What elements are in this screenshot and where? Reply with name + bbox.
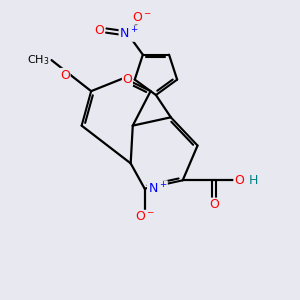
Text: O: O	[60, 68, 70, 82]
Text: H: H	[249, 174, 258, 187]
Text: N$^+$: N$^+$	[119, 26, 139, 41]
Text: O: O	[234, 174, 244, 187]
Text: O$^-$: O$^-$	[135, 210, 155, 224]
Text: O: O	[122, 73, 132, 86]
Text: O: O	[95, 24, 105, 37]
Text: CH$_3$: CH$_3$	[27, 53, 50, 67]
Text: N$^+$: N$^+$	[148, 181, 167, 196]
Text: O: O	[209, 198, 219, 211]
Text: O$^-$: O$^-$	[132, 11, 152, 24]
